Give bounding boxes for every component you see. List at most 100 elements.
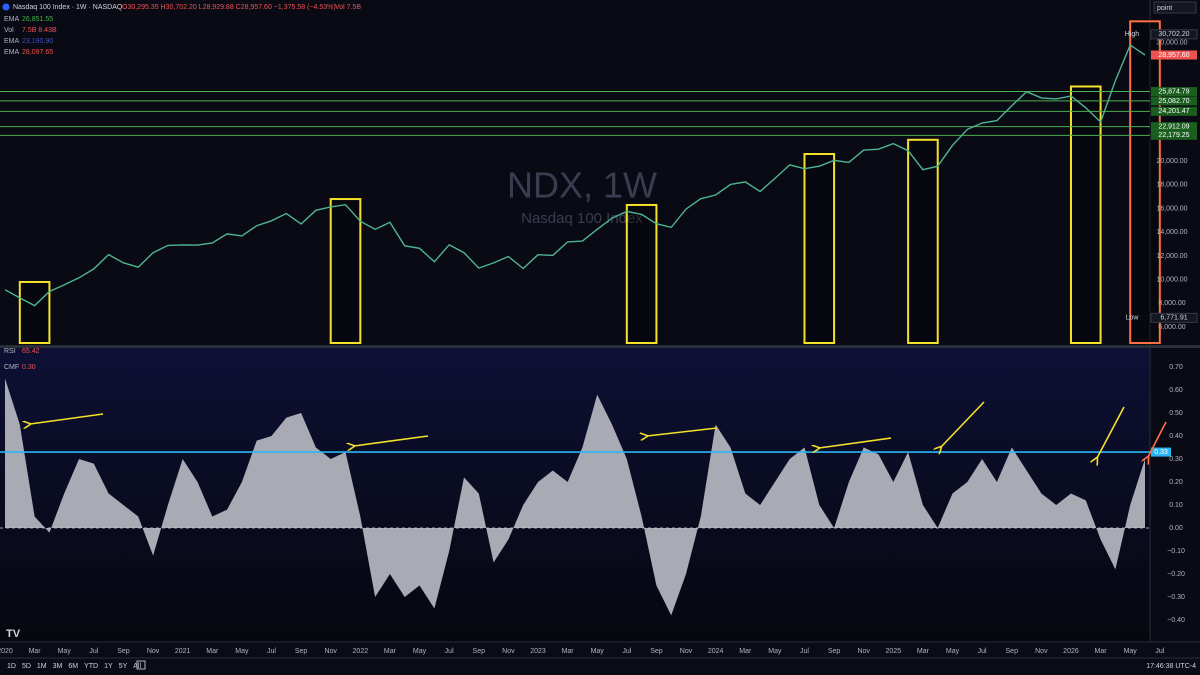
x-tick-label: May: [413, 648, 427, 655]
level-tag-text: 22,912.09: [1158, 123, 1189, 130]
highlight-box: [1129, 20, 1161, 345]
ohlc: O30,295.35 H30,702.20 L28,929.88 C28,957…: [122, 4, 336, 11]
y-tick-label: 16,000.00: [1156, 205, 1187, 212]
timeframe-button[interactable]: 5Y: [119, 663, 128, 670]
price-tag-prefix: Low: [1126, 315, 1140, 322]
x-tick-label: May: [58, 648, 72, 655]
x-tick-label: Sep: [1006, 648, 1019, 655]
x-tick-label: Mar: [562, 648, 575, 655]
timeframe-button[interactable]: 6M: [68, 663, 78, 670]
indicator-name: EMA: [4, 49, 20, 56]
level-tag-text: 25,874.79: [1158, 88, 1189, 95]
watermark-title: NDX, 1W: [507, 165, 657, 206]
x-tick-label: Jul: [267, 648, 276, 655]
x-tick-label: Mar: [1095, 648, 1108, 655]
indicator-value: 28,097.65: [22, 49, 53, 56]
level-tag-text: 25,082.70: [1158, 98, 1189, 105]
level-tag: [1151, 130, 1197, 140]
y-tick-label: 0.60: [1169, 387, 1183, 394]
y-tick-label: 6,000.00: [1158, 324, 1185, 331]
logo: TV: [6, 628, 21, 640]
annotation-arrow: [1097, 406, 1125, 458]
timeframe-button[interactable]: 3M: [53, 663, 63, 670]
tv-logo: TV: [6, 628, 21, 640]
x-tick-label: May: [1124, 648, 1138, 655]
plot-layer: 25,874.79 25,082.70 24,201.47 22,912.09 22,1…: [0, 20, 1198, 655]
price-tag-text: 30,702.20: [1158, 31, 1189, 38]
x-tick-label: Jul: [978, 648, 987, 655]
indicator-name: Vol: [4, 27, 14, 34]
level-tag: [1151, 122, 1197, 132]
timeframes: 1D 5D 1M 3M 6M YTD 1Y 5Y All: [7, 663, 141, 670]
annotation-arrow: [941, 401, 985, 447]
point-input[interactable]: point: [1153, 1, 1197, 14]
y-tick-label: −0.10: [1167, 548, 1185, 555]
input-text[interactable]: point: [1157, 5, 1172, 12]
x-tick-label: 2020: [0, 648, 13, 655]
x-tick-label: 2024: [708, 648, 724, 655]
timeframe-button[interactable]: YTD: [84, 663, 98, 670]
timeframe-button[interactable]: 1Y: [104, 663, 113, 670]
price-tag-prefix: High: [1125, 31, 1140, 38]
highlight-box: [18, 280, 51, 344]
pane-name: RSI: [4, 348, 16, 355]
bottom-toolbar: [0, 658, 1200, 675]
pane-separator: [0, 345, 1200, 348]
symbol-icon: [2, 3, 10, 11]
x-tick-label: May: [768, 648, 782, 655]
price-tag: [1150, 29, 1198, 40]
indicator-name: EMA: [4, 38, 20, 45]
x-tick-label: Jul: [622, 648, 631, 655]
input-box[interactable]: [1153, 1, 1197, 14]
y-tick-label: 14,000.00: [1156, 229, 1187, 236]
price-tag: [1150, 312, 1198, 323]
x-tick-label: May: [235, 648, 249, 655]
x-tick-label: Jul: [445, 648, 454, 655]
annotation-arrow: [647, 427, 718, 436]
x-tick-label: Mar: [739, 648, 752, 655]
x-tick-label: 2025: [886, 648, 902, 655]
x-tick-label: Nov: [147, 648, 160, 655]
timeframe-button[interactable]: 1D: [7, 663, 16, 670]
level-tag-text: 22,179.25: [1158, 132, 1189, 139]
timeframe-button[interactable]: 1M: [37, 663, 47, 670]
y-tick-label: 0.10: [1169, 502, 1183, 509]
x-tick-label: Jul: [89, 648, 98, 655]
highlight-box: [625, 203, 658, 344]
y-tick-label: 0.50: [1169, 410, 1183, 417]
x-tick-label: 2023: [530, 648, 546, 655]
y-tick-label: −0.30: [1167, 594, 1185, 601]
price-tag-text: 28,957.60: [1158, 52, 1189, 59]
annotation-arrow: [1148, 421, 1167, 457]
price-tag-text: 6,771.91: [1160, 315, 1187, 322]
volume: Vol 7.5B: [335, 4, 361, 11]
cmf-level-tag: [1151, 447, 1171, 457]
timeframe-button[interactable]: 5D: [22, 663, 31, 670]
x-tick-label: 2021: [175, 648, 191, 655]
x-tick-label: Nov: [502, 648, 515, 655]
x-tick-label: Mar: [29, 648, 42, 655]
y-tick-label: 30,000.00: [1156, 39, 1187, 46]
x-tick-label: Nov: [1035, 648, 1048, 655]
x-tick-label: Mar: [206, 648, 219, 655]
y-tick-label: −0.20: [1167, 571, 1185, 578]
annotations: [30, 401, 1167, 458]
highlight-box: [907, 138, 939, 344]
calendar-icon[interactable]: [136, 660, 146, 670]
annotation-arrow: [30, 413, 104, 424]
y-tick-label: 8,000.00: [1158, 300, 1185, 307]
cmf-area: [5, 378, 1145, 616]
clock: 17:46:38 UTC-4: [1146, 663, 1196, 670]
y-tick-label: 12,000.00: [1156, 253, 1187, 260]
pane-value: 65.42: [22, 348, 40, 355]
price-line: [4, 43, 1146, 307]
y-tick-label: 0.30: [1169, 456, 1183, 463]
x-tick-label: Sep: [117, 648, 130, 655]
x-tick-label: Nov: [680, 648, 693, 655]
y-tick-label: 18,000.00: [1156, 182, 1187, 189]
symbol-name[interactable]: Nasdaq 100 Index · 1W · NASDAQ: [13, 4, 123, 11]
watermark-subtitle: Nasdaq 100 Index: [521, 210, 643, 227]
cmf-axis-bg: [1150, 348, 1200, 642]
cmf-level-text: 0.33: [1154, 449, 1168, 456]
x-tick-label: Mar: [384, 648, 397, 655]
